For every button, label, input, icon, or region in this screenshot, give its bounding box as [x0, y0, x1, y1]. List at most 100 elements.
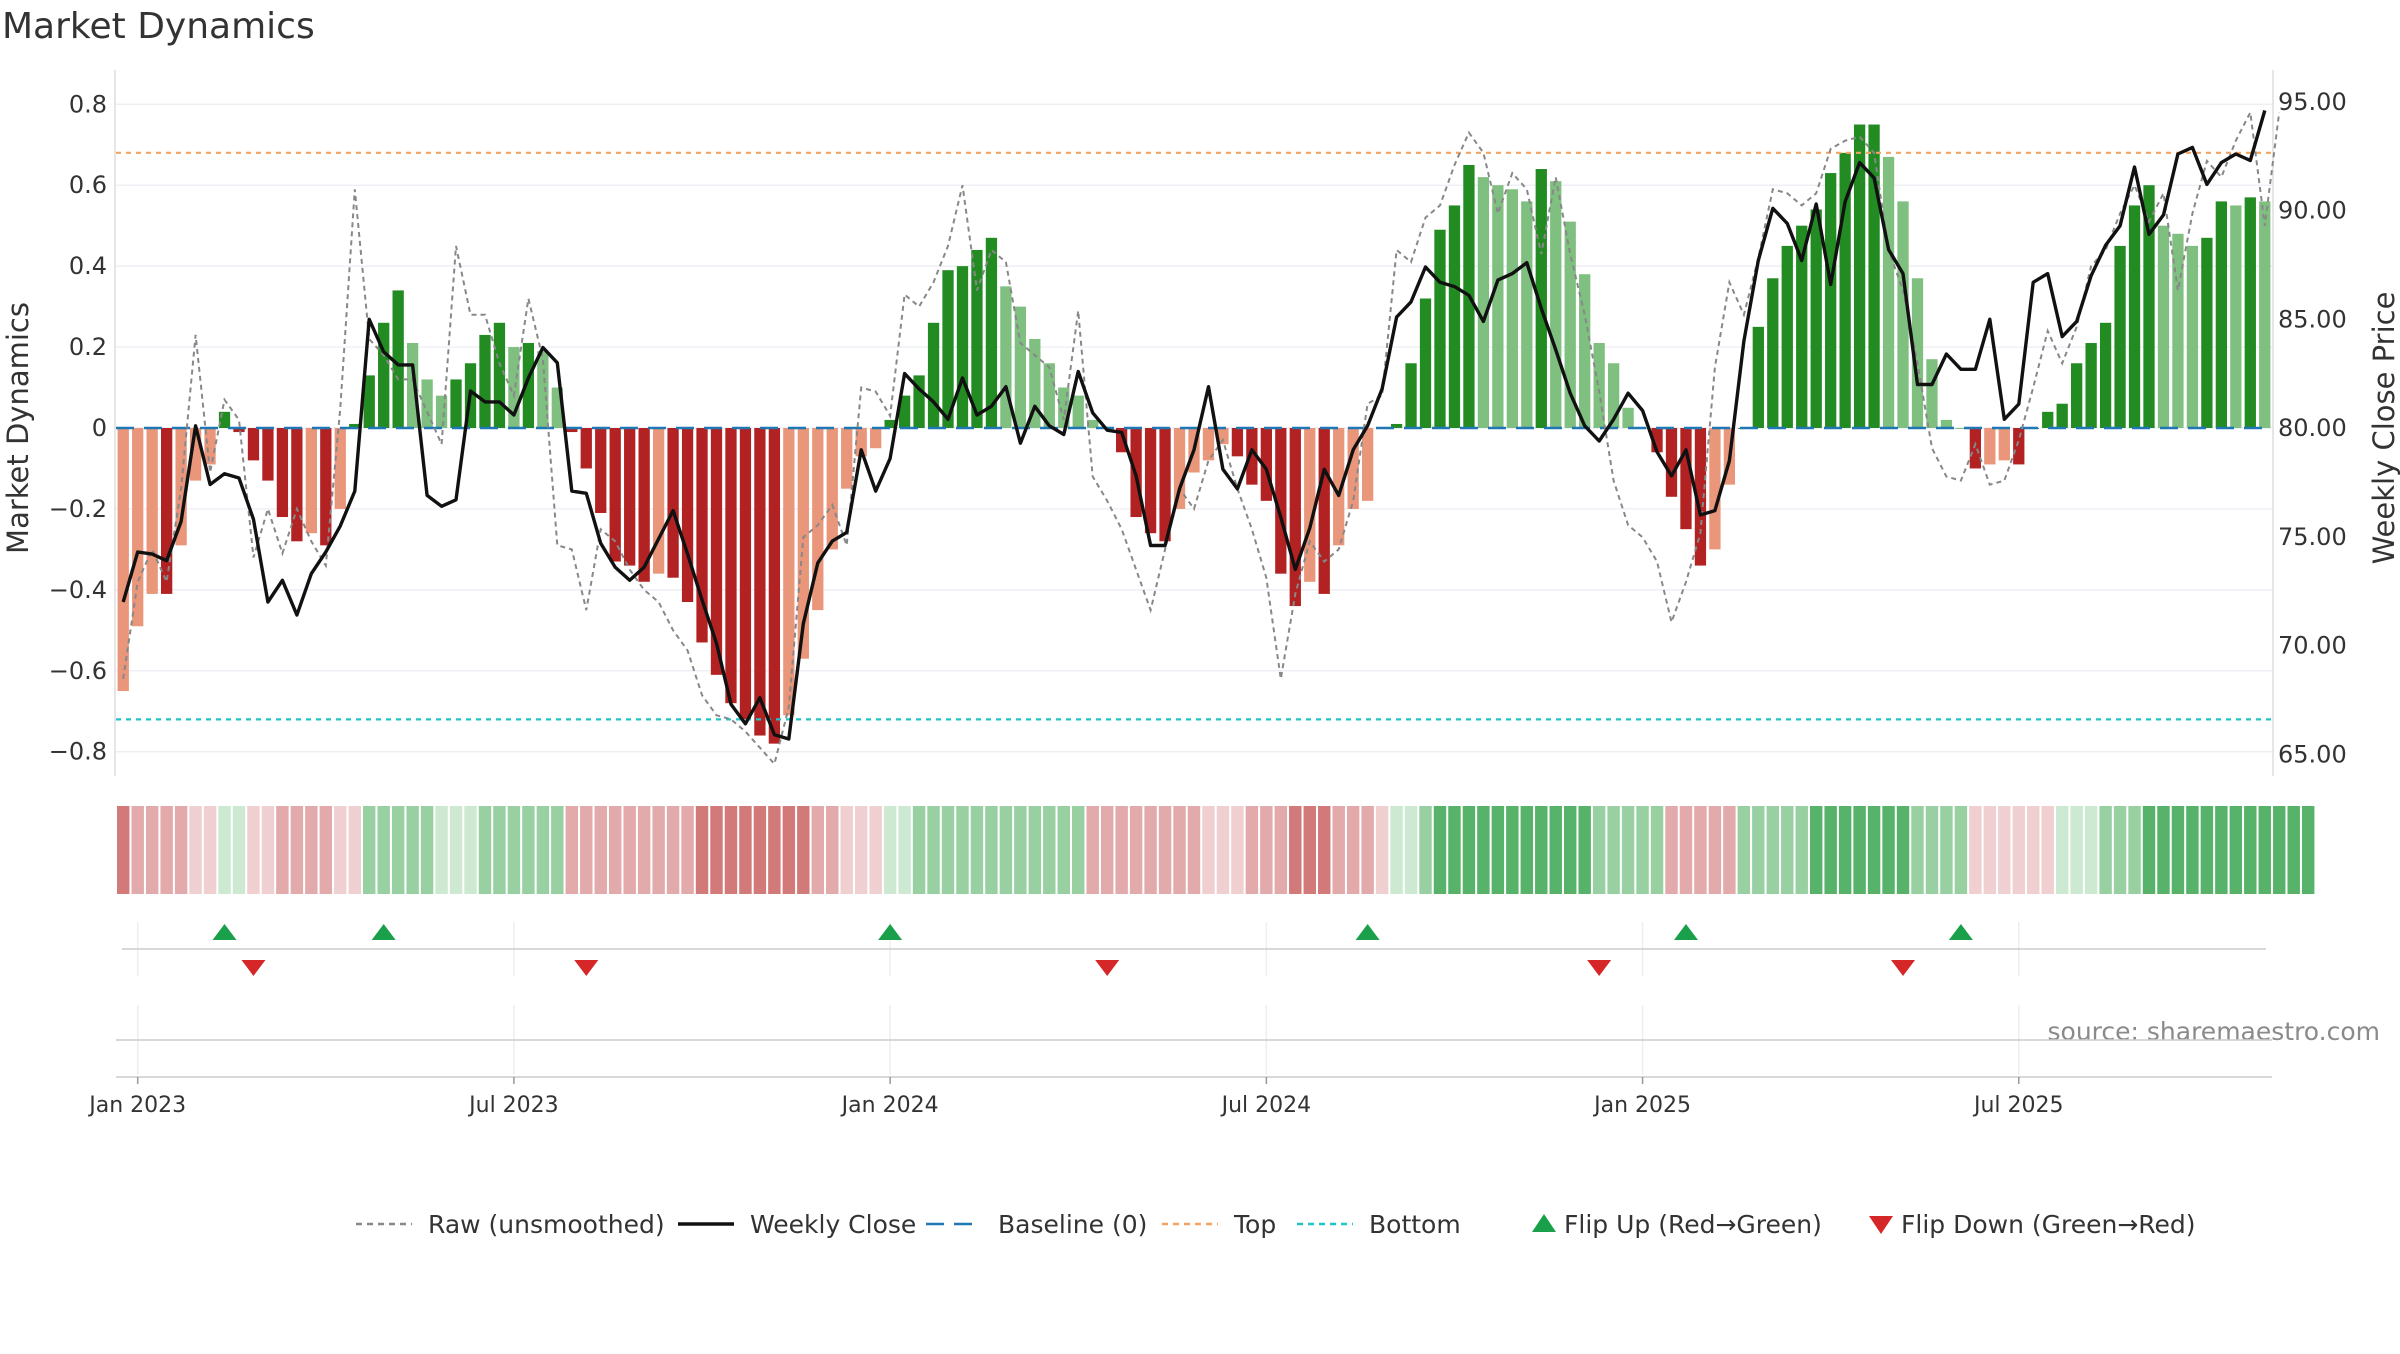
dynamics-bar [522, 343, 535, 428]
dynamics-bar [1448, 205, 1461, 428]
dynamics-bar [1014, 306, 1027, 428]
regime-strip-cell [985, 806, 998, 894]
dynamics-bar [1000, 286, 1012, 428]
regime-strip [117, 806, 2315, 894]
dynamics-bar [305, 428, 317, 534]
regime-strip-cell [1072, 806, 1085, 894]
x-tick-label: Jan 2024 [840, 1093, 939, 1118]
dynamics-bar [1144, 428, 1157, 534]
dynamics-bar [1419, 298, 1432, 428]
regime-strip-cell [1607, 806, 1620, 894]
regime-strip-cell [594, 806, 607, 894]
weekly-close-line [121, 110, 2267, 741]
regime-strip-cell [1086, 806, 1099, 894]
dynamics-bar [768, 428, 781, 744]
regime-strip-cell [580, 806, 593, 894]
regime-strip-cell [1115, 806, 1128, 894]
dynamics-bar [2186, 245, 2199, 428]
regime-strip-cell [826, 806, 839, 894]
regime-strip-cell [1781, 806, 1794, 894]
regime-strip-cell [1636, 806, 1649, 894]
regime-strip-cell [2186, 806, 2199, 894]
dynamics-bar [1506, 189, 1518, 428]
dynamics-bar [1839, 152, 1851, 428]
dynamics-bar [566, 428, 578, 433]
regime-strip-cell [1332, 806, 1345, 894]
dynamics-bar [1752, 326, 1764, 428]
y-right-tick-label: 70.00 [2278, 632, 2347, 660]
regime-strip-cell [1506, 806, 1519, 894]
dynamics-bar [971, 249, 983, 428]
dynamics-bar [363, 375, 375, 428]
regime-strip-cell [1708, 806, 1722, 894]
regime-strip-cell [305, 806, 318, 894]
x-tick-label: Jul 2025 [1972, 1093, 2064, 1118]
dynamics-bar [812, 428, 824, 611]
dynamics-bar [1535, 169, 1547, 428]
dynamics-bar [406, 343, 419, 428]
dynamics-bar [291, 428, 303, 542]
regime-strip-cell [232, 806, 246, 894]
dynamics-bar [1607, 363, 1620, 428]
regime-strip-cell [710, 806, 723, 894]
dynamics-bar [855, 428, 867, 457]
dynamics-bar [1550, 181, 1562, 428]
regime-strip-cell [956, 806, 969, 894]
dynamics-bar [927, 322, 940, 428]
dynamics-bar [652, 428, 665, 574]
legend-label: Raw (unsmoothed) [428, 1210, 665, 1239]
dynamics-bar [435, 395, 448, 428]
dynamics-bar [1709, 428, 1721, 550]
dynamics-bar [349, 423, 361, 428]
regime-strip-cell [2301, 806, 2315, 894]
regime-strip-cell [1462, 806, 1476, 894]
regime-strip-cell [1535, 806, 1548, 894]
y-left-tick-label: −0.2 [49, 495, 107, 523]
regime-strip-cell [362, 806, 376, 894]
regime-strip-cell [637, 806, 651, 894]
regime-strip-cell [2099, 806, 2112, 894]
regime-strip-cell [840, 806, 853, 894]
dynamics-bar [1521, 201, 1533, 428]
regime-strip-cell [883, 806, 897, 894]
regime-strip-cell [912, 806, 926, 894]
regime-strip-cell [261, 806, 275, 894]
regime-strip-cell [666, 806, 680, 894]
regime-strip-cell [391, 806, 405, 894]
regime-strip-cell [478, 806, 492, 894]
dynamics-bar [247, 428, 260, 461]
regime-strip-cell [1621, 806, 1635, 894]
regime-strip-cell [464, 806, 477, 894]
dynamics-bar [1593, 343, 1605, 428]
regime-strip-cell [117, 806, 130, 894]
dynamics-bar [1680, 428, 1692, 530]
regime-strip-cell [1043, 806, 1056, 894]
regime-strip-cell [2273, 806, 2286, 894]
flip-markers-panel: Jan 2023 Jul 2023 Jan 2024 Jul 2024 Jan 2025… [87, 922, 2272, 1118]
regime-strip-cell [1448, 806, 1461, 894]
regime-strip-cell [1404, 806, 1418, 894]
dynamics-bar [638, 428, 650, 582]
regime-strip-cell [1954, 806, 1968, 894]
y-left-tick-label: 0 [92, 414, 107, 442]
regime-strip-cell [203, 806, 217, 894]
regime-strip-cell [1390, 806, 1403, 894]
regime-strip-cell [218, 806, 231, 894]
regime-strip-cell [551, 806, 564, 894]
dynamics-bar [739, 428, 752, 720]
dynamics-bar [2143, 185, 2155, 428]
dynamics-bar [1318, 428, 1330, 594]
regime-strip-cell [1520, 806, 1534, 894]
dynamics-bar [1260, 428, 1272, 501]
y-left-tick-label: −0.8 [49, 738, 107, 766]
dynamics-bar [725, 428, 737, 704]
regime-strip-cell [160, 806, 173, 894]
regime-strip-cell [941, 806, 955, 894]
dynamics-bar [1767, 278, 1779, 428]
dynamics-bar [1159, 428, 1171, 542]
regime-strip-cell [334, 806, 347, 894]
dynamics-bar [1868, 124, 1880, 428]
regime-strip-cell [1795, 806, 1808, 894]
dynamics-bar [1029, 338, 1041, 428]
regime-strip-cell [1969, 806, 1982, 894]
